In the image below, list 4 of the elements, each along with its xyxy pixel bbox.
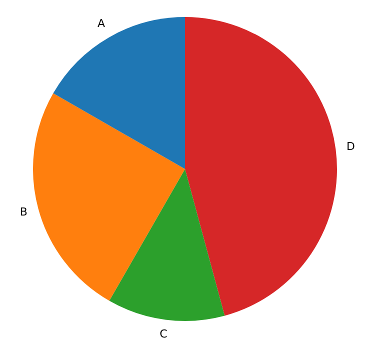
slice-label: C bbox=[160, 328, 168, 341]
slice-label: B bbox=[20, 205, 28, 218]
slice-label: A bbox=[97, 17, 106, 30]
slice-label: D bbox=[346, 140, 355, 153]
